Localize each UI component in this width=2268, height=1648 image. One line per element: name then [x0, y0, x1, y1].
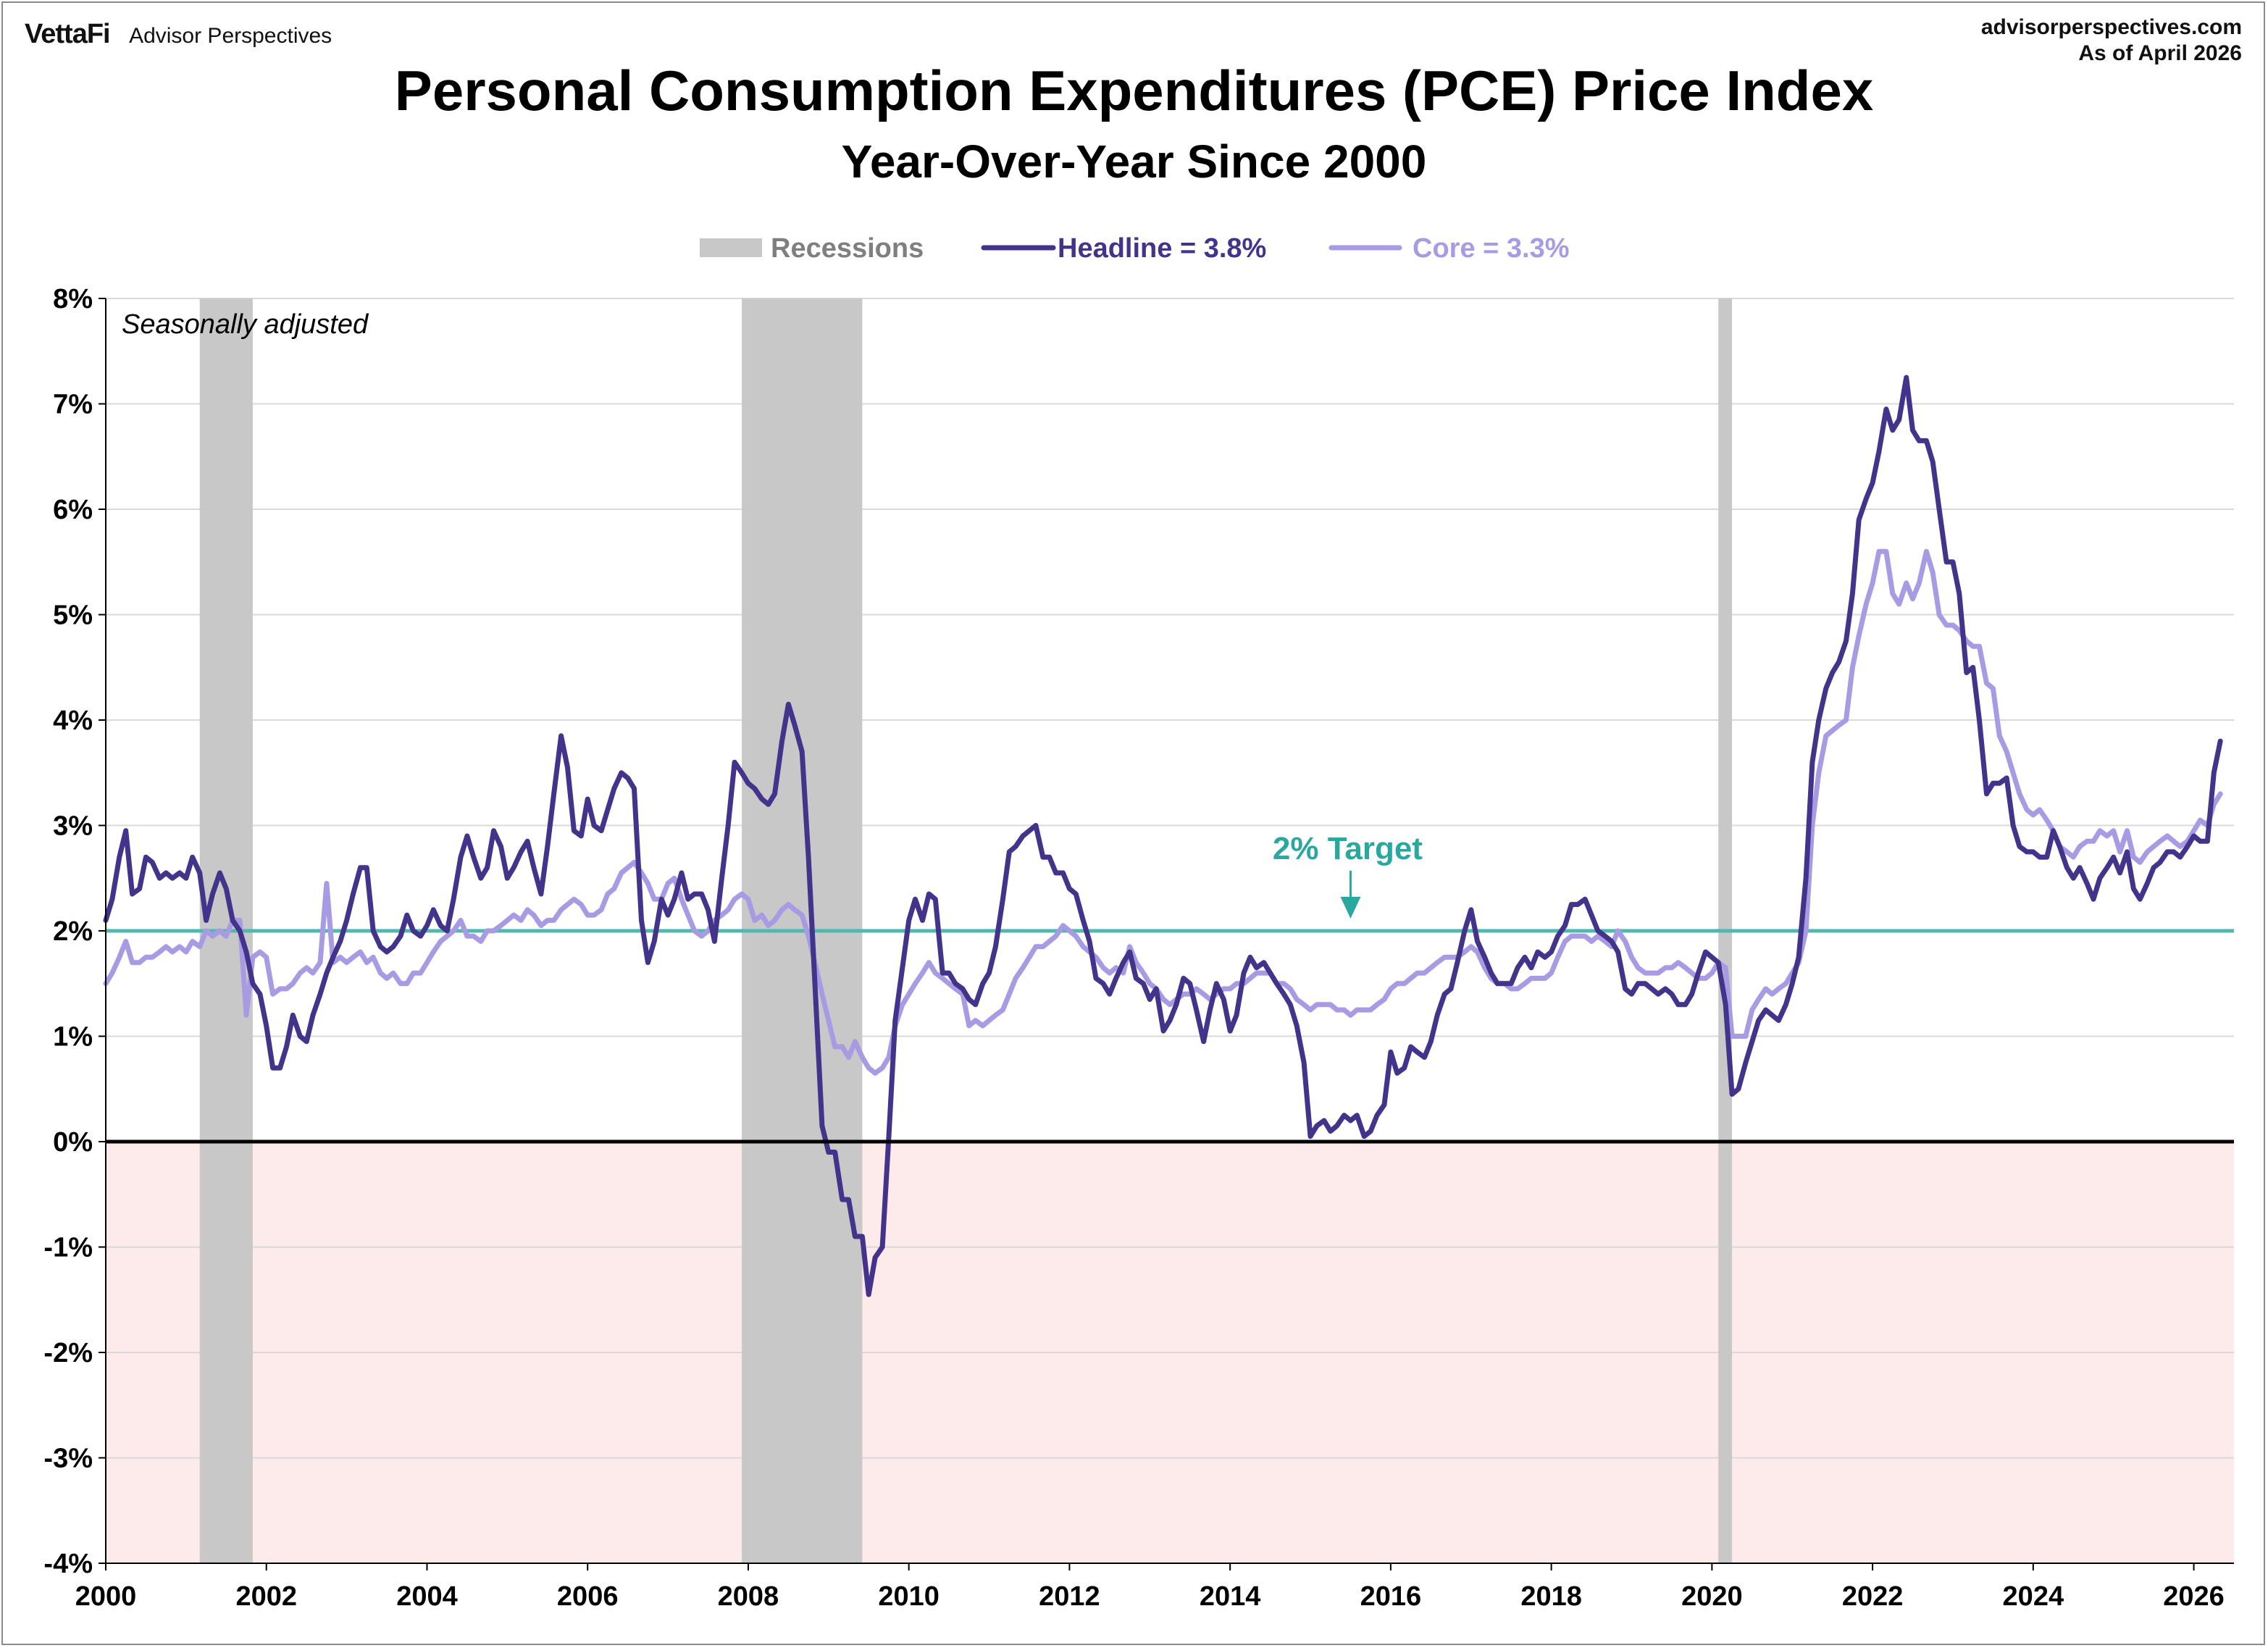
x-tick-label: 2024	[2003, 1581, 2064, 1612]
x-tick-label: 2018	[1520, 1581, 1582, 1612]
y-tick-label: 2%	[53, 916, 93, 947]
x-tick-label: 2022	[1842, 1581, 1904, 1612]
seasonally-adjusted-note: Seasonally adjusted	[122, 309, 369, 340]
legend-label-recessions: Recessions	[771, 233, 924, 264]
x-tick-label: 2010	[878, 1581, 940, 1612]
x-tick-label: 2002	[235, 1581, 297, 1612]
chart-subtitle: Year-Over-Year Since 2000	[841, 135, 1427, 188]
y-tick-label: -1%	[43, 1233, 93, 1263]
brand-name: VettaFi	[25, 19, 111, 49]
legend-label-headline: Headline = 3.8%	[1058, 233, 1266, 264]
y-tick-label: 4%	[53, 706, 93, 736]
source-site: advisorperspectives.com	[1980, 15, 2242, 39]
legend-swatch-recessions	[700, 238, 762, 257]
series-line-headline	[103, 375, 2223, 1297]
x-tick-label: 2000	[75, 1581, 137, 1612]
series-line-core	[103, 548, 2223, 1076]
x-tick-label: 2012	[1039, 1581, 1100, 1612]
x-tick-label: 2006	[557, 1581, 619, 1612]
target-annotation-layer: 2% Target	[1273, 831, 1423, 919]
x-tick-label: 2004	[396, 1581, 458, 1612]
y-tick-label: -2%	[43, 1338, 93, 1368]
y-tick-label: -3%	[43, 1444, 93, 1474]
y-tick-label: -4%	[43, 1549, 93, 1579]
target-arrow-head	[1340, 897, 1361, 919]
target-label: 2% Target	[1273, 831, 1423, 866]
tick-labels-layer: -4% -3% -2% -1% 0% 1% 2% 3% 4% 5% 6% 7% 8% 2000 2002 20…	[43, 284, 2224, 1612]
y-tick-label: 5%	[53, 601, 93, 631]
x-tick-label: 2020	[1681, 1581, 1743, 1612]
legend-label-core: Core = 3.3%	[1413, 233, 1570, 264]
source-info: advisorperspectives.com As of April 2026	[1981, 14, 2242, 67]
x-tick-label: 2026	[2163, 1581, 2225, 1612]
x-tick-label: 2014	[1200, 1581, 1261, 1612]
y-tick-label: 6%	[53, 495, 93, 525]
brand-subtitle: Advisor Perspectives	[129, 24, 332, 48]
x-tick-label: 2008	[718, 1581, 779, 1612]
y-tick-label: 8%	[53, 284, 93, 314]
x-tick-label: 2016	[1360, 1581, 1422, 1612]
as-of-date: As of April 2026	[2078, 41, 2242, 65]
y-tick-label: 7%	[53, 390, 93, 420]
y-tick-label: 3%	[53, 811, 93, 842]
brand-logo: VettaFi Advisor Perspectives	[25, 19, 332, 50]
series-lines-layer	[103, 375, 2234, 1297]
axes-layer	[99, 298, 2234, 1570]
legend-layer: Recessions Headline = 3.8% Core = 3.3%	[700, 233, 1570, 264]
y-tick-label: 1%	[53, 1022, 93, 1053]
y-tick-label: 0%	[53, 1127, 93, 1158]
chart-title: Personal Consumption Expenditures (PCE) …	[394, 59, 1874, 122]
